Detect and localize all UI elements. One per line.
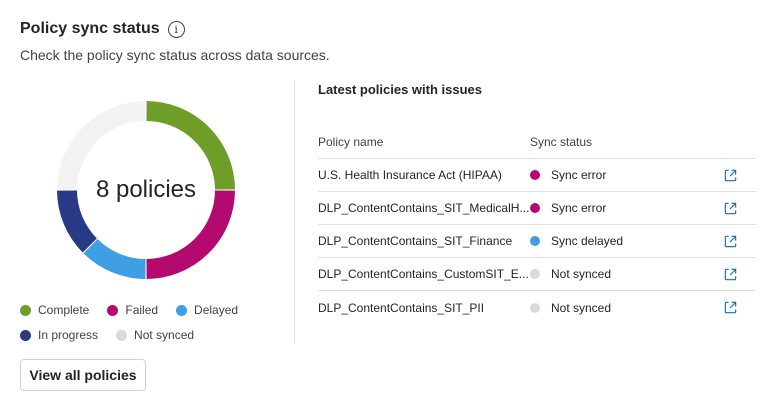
status-dot — [530, 170, 540, 180]
legend-label-complete: Complete — [38, 303, 90, 317]
legend-dot-complete — [20, 304, 31, 316]
policy-name-cell: DLP_ContentContains_SIT_Finance — [318, 234, 513, 248]
policy-name-cell: DLP_ContentContains_SIT_PII — [318, 300, 485, 315]
open-link-cell — [720, 267, 756, 282]
legend-item-in-progress[interactable]: In progress — [20, 328, 98, 342]
donut-center-label: 8 policies — [95, 176, 197, 203]
view-all-policies-button[interactable]: View all policies — [20, 359, 146, 391]
sync-status-cell: Not synced — [530, 301, 720, 315]
sync-status-text: Sync error — [551, 168, 607, 182]
legend-dot-in-progress — [20, 329, 31, 341]
issues-title: Latest policies with issues — [318, 82, 482, 97]
table-row: DLP_ContentContains_SIT_MedicalH... Sync… — [318, 192, 756, 225]
donut-segment-complete[interactable] — [146, 101, 235, 190]
sync-status-cell: Not synced — [530, 267, 720, 281]
info-icon[interactable]: i — [167, 20, 185, 38]
legend-dot-delayed — [176, 304, 188, 316]
open-in-new-icon[interactable] — [723, 267, 738, 282]
donut-segment-failed[interactable] — [146, 190, 235, 279]
legend-row-2: In progress Not synced — [20, 328, 280, 342]
legend-item-delayed[interactable]: Delayed — [176, 303, 238, 317]
status-dot — [530, 203, 540, 213]
legend-label-not-synced: Not synced — [134, 328, 195, 342]
table-row: DLP_ContentContains_SIT_PII Not synced — [318, 291, 756, 324]
open-link-cell — [720, 300, 756, 315]
table-header: Policy name Sync status — [318, 126, 756, 159]
issues-table: Policy name Sync status U.S. Health Insu… — [318, 126, 756, 324]
table-row: DLP_ContentContains_CustomSIT_E... Not s… — [318, 258, 756, 291]
sync-status-text: Sync error — [551, 201, 607, 215]
policy-name-cell: DLP_ContentContains_CustomSIT_E... — [318, 267, 529, 281]
sync-status-cell: Sync error — [530, 168, 720, 182]
table-row: U.S. Health Insurance Act (HIPAA) Sync e… — [318, 159, 756, 192]
vertical-divider — [294, 80, 295, 344]
donut-svg — [57, 101, 235, 279]
open-link-cell — [720, 168, 756, 183]
legend-dot-not-synced — [116, 329, 128, 341]
policy-name-cell: DLP_ContentContains_SIT_MedicalH... — [318, 201, 530, 215]
open-link-cell — [720, 234, 756, 249]
legend-label-in-progress: In progress — [38, 328, 99, 342]
sync-status-cell: Sync error — [530, 201, 720, 215]
open-in-new-icon[interactable] — [723, 201, 738, 216]
legend-row-1: Complete Failed Delayed — [20, 303, 280, 317]
policy-name-cell: U.S. Health Insurance Act (HIPAA) — [318, 168, 502, 182]
legend-item-not-synced[interactable]: Not synced — [116, 328, 194, 342]
sync-status-cell: Sync delayed — [530, 234, 720, 248]
status-dot — [530, 269, 540, 279]
sync-status-text: Not synced — [551, 300, 612, 315]
legend-label-failed: Failed — [125, 303, 159, 317]
status-dot — [530, 236, 540, 246]
chart-legend: Complete Failed Delayed In progress Not … — [20, 303, 280, 353]
legend-item-complete[interactable]: Complete — [20, 303, 89, 317]
card-title: Policy sync status — [20, 20, 160, 37]
legend-item-failed[interactable]: Failed — [107, 303, 158, 317]
donut-segment-not-synced[interactable] — [57, 101, 146, 190]
open-in-new-icon[interactable] — [723, 234, 738, 249]
legend-dot-failed — [107, 304, 119, 316]
sync-status-text: Not synced — [551, 267, 612, 281]
column-header-sync-status: Sync status — [530, 135, 593, 149]
policy-donut-chart: 8 policies — [54, 98, 238, 282]
open-in-new-icon[interactable] — [723, 300, 738, 315]
donut-segment-in-progress[interactable] — [57, 190, 98, 253]
legend-label-delayed: Delayed — [194, 303, 239, 317]
donut-segment-delayed[interactable] — [83, 238, 146, 279]
column-header-policy-name: Policy name — [318, 135, 384, 149]
table-row: DLP_ContentContains_SIT_Finance Sync del… — [318, 225, 756, 258]
title-row: Policy sync status i — [20, 20, 185, 38]
open-link-cell — [720, 201, 756, 216]
status-dot — [530, 302, 540, 313]
sync-status-text: Sync delayed — [551, 234, 624, 248]
open-in-new-icon[interactable] — [723, 168, 738, 183]
card-subtitle: Check the policy sync status across data… — [20, 47, 330, 63]
